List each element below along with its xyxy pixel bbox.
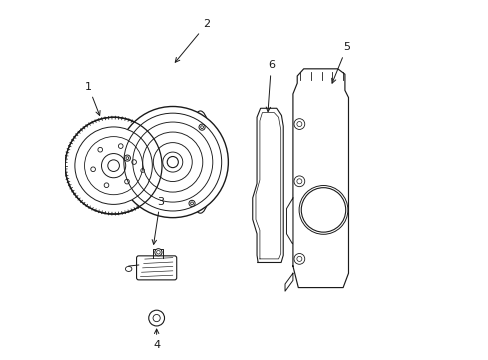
Text: 1: 1 <box>85 82 100 116</box>
Circle shape <box>293 176 304 187</box>
Circle shape <box>148 310 164 326</box>
Circle shape <box>167 157 178 168</box>
Circle shape <box>293 119 304 130</box>
Text: 2: 2 <box>175 19 210 62</box>
Polygon shape <box>285 273 292 291</box>
Circle shape <box>102 154 125 178</box>
Circle shape <box>299 185 347 234</box>
Circle shape <box>188 200 195 206</box>
Text: 4: 4 <box>153 329 160 350</box>
Circle shape <box>155 249 162 256</box>
Circle shape <box>65 117 162 214</box>
Polygon shape <box>252 108 283 262</box>
Ellipse shape <box>125 266 132 271</box>
Polygon shape <box>286 198 292 244</box>
Ellipse shape <box>188 111 212 213</box>
Text: 3: 3 <box>152 197 163 244</box>
Text: 5: 5 <box>331 42 349 83</box>
Text: 6: 6 <box>265 60 274 112</box>
Circle shape <box>107 160 119 171</box>
Ellipse shape <box>110 117 125 214</box>
Circle shape <box>117 107 228 218</box>
Circle shape <box>293 253 304 264</box>
Ellipse shape <box>181 115 201 209</box>
Circle shape <box>301 188 345 232</box>
Circle shape <box>75 127 152 204</box>
Circle shape <box>199 124 204 130</box>
Circle shape <box>124 155 130 161</box>
FancyBboxPatch shape <box>136 256 176 280</box>
Polygon shape <box>292 69 348 288</box>
